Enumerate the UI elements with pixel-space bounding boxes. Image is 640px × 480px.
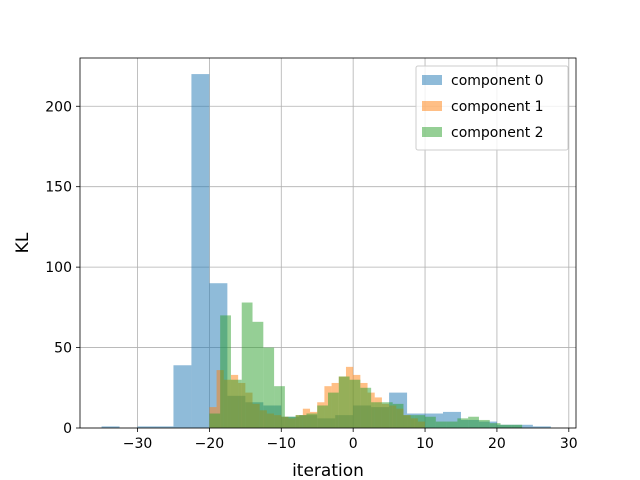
- histogram-bar: [220, 315, 231, 428]
- legend-label-component-2: component 2: [451, 125, 544, 141]
- histogram-bar: [446, 421, 458, 428]
- series-2: [209, 302, 523, 428]
- histogram-bar: [317, 405, 328, 428]
- histogram-bar: [284, 416, 296, 428]
- histogram-bar: [173, 365, 192, 428]
- histogram-bar: [403, 415, 415, 428]
- x-tick-label: −30: [123, 436, 153, 452]
- histogram-bar: [500, 424, 512, 428]
- histogram-bar: [101, 426, 120, 428]
- histogram-bar: [191, 74, 210, 428]
- histogram-bar: [274, 386, 285, 428]
- histogram-bar: [230, 379, 242, 428]
- y-tick-label: 150: [45, 180, 72, 196]
- histogram-bar: [457, 418, 469, 428]
- legend-swatch-component-2: [422, 127, 442, 137]
- legend-label-component-1: component 1: [451, 99, 544, 115]
- histogram-bar: [338, 376, 350, 428]
- y-tick-label: 200: [45, 99, 72, 115]
- histogram-bar: [155, 426, 174, 428]
- legend-label-component-0: component 0: [451, 73, 544, 89]
- y-tick-label: 0: [63, 421, 72, 437]
- histogram-bar: [532, 426, 551, 428]
- legend-swatch-component-0: [422, 75, 442, 85]
- legend-box: [415, 65, 569, 151]
- histogram-bar: [295, 415, 307, 428]
- histogram-bar: [414, 415, 426, 428]
- x-axis-label: iteration: [292, 461, 364, 480]
- histogram-bar: [468, 416, 479, 428]
- histogram-bar: [209, 413, 221, 428]
- histogram-bar: [425, 416, 436, 428]
- histogram-bar: [478, 419, 490, 428]
- x-tick-label: 20: [488, 436, 506, 452]
- histogram-bar: [392, 403, 404, 428]
- histogram-bar: [489, 423, 501, 428]
- histogram-bar: [306, 413, 318, 428]
- histogram-bar: [252, 321, 264, 428]
- histogram-bar: [328, 392, 339, 428]
- histogram-bar: [435, 421, 447, 428]
- y-tick-label: 100: [45, 260, 72, 276]
- legend: component 0 component 1 component 2: [415, 65, 569, 151]
- x-tick-label: −20: [195, 436, 225, 452]
- y-tick-label: 50: [54, 341, 72, 357]
- axis-ticks: −30 −20 −10 0 10 20 30 0 50 100 150 200: [45, 99, 577, 452]
- x-tick-label: 0: [349, 436, 358, 452]
- histogram-bar: [511, 424, 523, 428]
- histogram-bar: [371, 402, 382, 428]
- histogram-bar: [381, 402, 393, 428]
- plot-frame: [79, 57, 577, 429]
- x-tick-label: −10: [267, 436, 297, 452]
- histogram-bar: [514, 424, 533, 428]
- histogram-bar: [360, 387, 372, 428]
- histogram-bar: [349, 379, 361, 428]
- x-tick-label: 30: [560, 436, 578, 452]
- histogram-bar: [137, 426, 156, 428]
- histogram-bar: [263, 347, 275, 428]
- histogram-bars: [101, 74, 551, 428]
- y-axis-label: KL: [13, 232, 33, 253]
- x-tick-label: 10: [416, 436, 434, 452]
- histogram-bar: [241, 302, 253, 428]
- legend-swatch-component-1: [422, 101, 442, 111]
